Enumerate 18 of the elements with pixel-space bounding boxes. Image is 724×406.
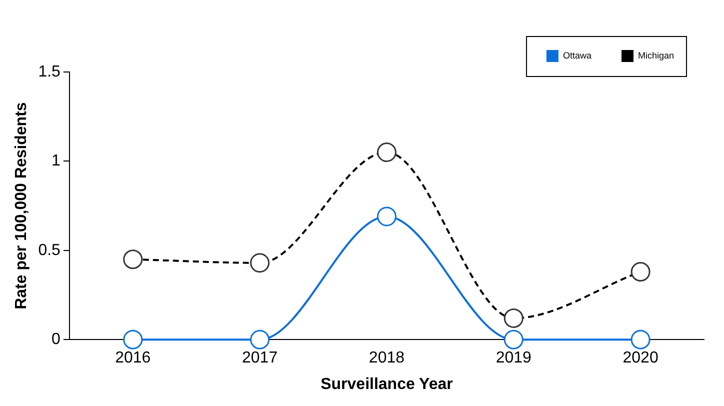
legend-label: Ottawa	[562, 50, 592, 60]
point	[504, 330, 524, 350]
x-tick-label: 2018	[368, 350, 405, 367]
x-axis-title: Surveillance Year	[320, 376, 453, 393]
y-axis-title: Rate per 100,000 Residents	[13, 102, 30, 310]
y-tick-label: 1.5	[38, 63, 61, 80]
point	[376, 206, 396, 226]
point	[250, 330, 270, 350]
legend-label: Michigan	[638, 50, 674, 60]
y-tick-label: 0.5	[38, 242, 61, 259]
y-tick-label: 1	[52, 152, 61, 170]
y-tick-label: 0	[52, 331, 61, 348]
x-tick-label: 2016	[115, 350, 151, 367]
x-tick-label: 2019	[496, 350, 532, 367]
point	[630, 330, 650, 350]
x-tick-label: 2020	[622, 350, 658, 367]
x-tick-label: 2017	[242, 350, 278, 367]
point	[123, 330, 143, 350]
